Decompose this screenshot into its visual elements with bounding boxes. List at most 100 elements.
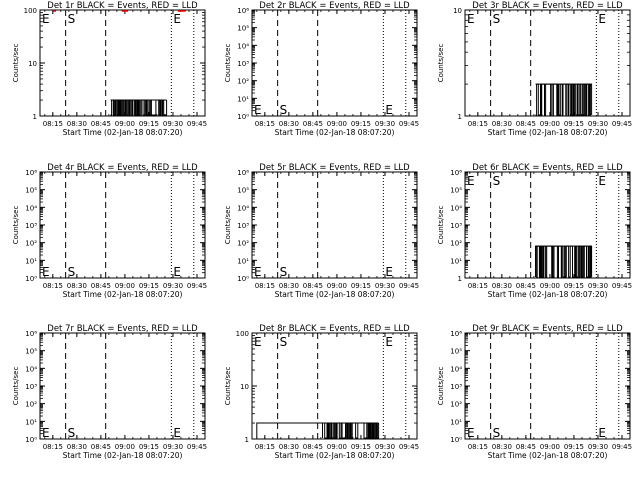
y-tick-label: 10²	[25, 240, 37, 248]
y-axis-label: Counts/sec	[437, 44, 445, 83]
x-tick-label: 08:30	[67, 443, 87, 451]
start-marker-label: S	[280, 103, 288, 117]
y-tick-label: 10⁴	[450, 365, 462, 373]
end-marker-label: E	[385, 103, 393, 117]
plot-frame	[464, 9, 631, 117]
y-tick-label: 10¹	[25, 418, 37, 426]
x-tick-label: 08:15	[43, 282, 63, 290]
panel-1: Det 1r BLACK = Events, RED = LLD Counts/s…	[12, 1, 207, 137]
x-tick-label: 08:30	[67, 120, 87, 128]
panel-7: Det 7r BLACK = Events, RED = LLD Counts/s…	[12, 324, 207, 460]
x-tick-label: 08:45	[91, 443, 111, 451]
y-axis-label: Counts/sec	[437, 367, 445, 406]
y-tick-label: 10	[28, 60, 37, 68]
y-tick-label: 10⁵	[237, 187, 249, 195]
end-marker-label: E	[254, 103, 262, 117]
x-tick-label: 09:15	[139, 282, 159, 290]
x-axis-label: Start Time (02-Jan-18 08:07:20)	[63, 290, 183, 299]
plot-frame	[251, 9, 418, 117]
x-tick-label: 09:00	[327, 443, 347, 451]
x-tick-label: 09:45	[399, 443, 419, 451]
x-tick-label: 09:00	[540, 120, 560, 128]
y-tick-label: 10³	[237, 222, 249, 230]
x-tick-label: 09:45	[399, 120, 419, 128]
y-tick-label: 10¹	[450, 257, 462, 265]
y-tick-label: 10⁶	[450, 330, 462, 338]
y-tick-label: 10	[453, 7, 462, 15]
x-tick-label: 09:30	[163, 282, 183, 290]
panel-title: Det 6r BLACK = Events, RED = LLD	[472, 163, 623, 173]
y-tick-label: 10³	[450, 222, 462, 230]
x-tick-label: 08:15	[43, 443, 63, 451]
x-axis-label: Start Time (02-Jan-18 08:07:20)	[275, 128, 395, 137]
y-tick-label: 10¹	[25, 257, 37, 265]
x-tick-label: 09:45	[399, 282, 419, 290]
x-tick-label: 09:45	[187, 120, 207, 128]
plot-frame	[464, 332, 631, 440]
y-tick-label: 10⁰	[450, 436, 462, 444]
x-tick-label: 09:00	[327, 120, 347, 128]
y-tick-label: 10²	[25, 401, 37, 409]
start-marker-label: S	[68, 426, 76, 440]
x-tick-label: 09:45	[612, 120, 632, 128]
y-tick-label: 10³	[25, 383, 37, 391]
x-tick-label: 09:30	[163, 443, 183, 451]
x-tick-label: 08:45	[91, 282, 111, 290]
x-tick-label: 09:30	[588, 443, 608, 451]
start-marker-label: S	[280, 265, 288, 279]
y-tick-label: 10⁶	[25, 169, 37, 177]
x-axis-label: Start Time (02-Jan-18 08:07:20)	[275, 451, 395, 460]
end-marker-label: E	[385, 265, 393, 279]
plot-frame	[39, 332, 206, 440]
panel-4: Det 4r BLACK = Events, RED = LLD Counts/s…	[12, 163, 207, 299]
x-tick-label: 09:45	[612, 282, 632, 290]
y-tick-label: 10⁵	[25, 348, 37, 356]
y-axis-label: Counts/sec	[437, 206, 445, 245]
y-tick-label: 10³	[237, 60, 249, 68]
y-tick-label: 10⁴	[237, 42, 249, 50]
end-marker-label: E	[42, 12, 50, 26]
x-tick-label: 09:00	[327, 282, 347, 290]
start-marker-label: S	[493, 12, 501, 26]
x-tick-label: 08:45	[516, 120, 536, 128]
y-axis-label: Counts/sec	[12, 44, 20, 83]
x-tick-label: 09:15	[564, 120, 584, 128]
x-tick-label: 08:30	[492, 282, 512, 290]
x-tick-label: 09:00	[540, 443, 560, 451]
panel-9: Det 9r BLACK = Events, RED = LLD Counts/s…	[437, 324, 632, 460]
y-tick-label: 10¹	[237, 257, 249, 265]
y-tick-label: 10³	[450, 383, 462, 391]
start-marker-label: S	[280, 335, 288, 349]
y-tick-label: 10⁶	[237, 169, 249, 177]
end-marker-label: E	[598, 12, 606, 26]
y-tick-label: 10⁵	[450, 348, 462, 356]
x-tick-label: 09:00	[115, 282, 135, 290]
x-tick-label: 08:15	[468, 282, 488, 290]
y-tick-label: 10	[240, 383, 249, 391]
end-marker-label: E	[254, 265, 262, 279]
x-tick-label: 08:15	[43, 120, 63, 128]
y-tick-label: 1	[245, 436, 249, 444]
start-marker-label: S	[68, 12, 76, 26]
x-axis-label: Start Time (02-Jan-18 08:07:20)	[488, 451, 608, 460]
x-tick-label: 08:15	[255, 120, 275, 128]
y-tick-label: 10²	[450, 240, 462, 248]
x-tick-label: 08:45	[91, 120, 111, 128]
panel-5: Det 5r BLACK = Events, RED = LLD Counts/s…	[224, 163, 419, 299]
x-tick-label: 08:30	[279, 443, 299, 451]
end-marker-label: E	[173, 426, 181, 440]
y-tick-label: 10³	[25, 222, 37, 230]
events-series	[535, 83, 593, 116]
y-tick-label: 10²	[237, 78, 249, 86]
x-tick-label: 09:45	[187, 282, 207, 290]
y-tick-label: 100	[24, 7, 37, 15]
plot-frame	[251, 171, 418, 279]
y-tick-label: 10⁵	[450, 187, 462, 195]
x-tick-label: 09:00	[540, 282, 560, 290]
start-marker-label: S	[493, 174, 501, 188]
y-tick-label: 10⁶	[450, 169, 462, 177]
y-tick-label: 10⁵	[237, 25, 249, 33]
panel-title: Det 8r BLACK = Events, RED = LLD	[259, 324, 410, 334]
